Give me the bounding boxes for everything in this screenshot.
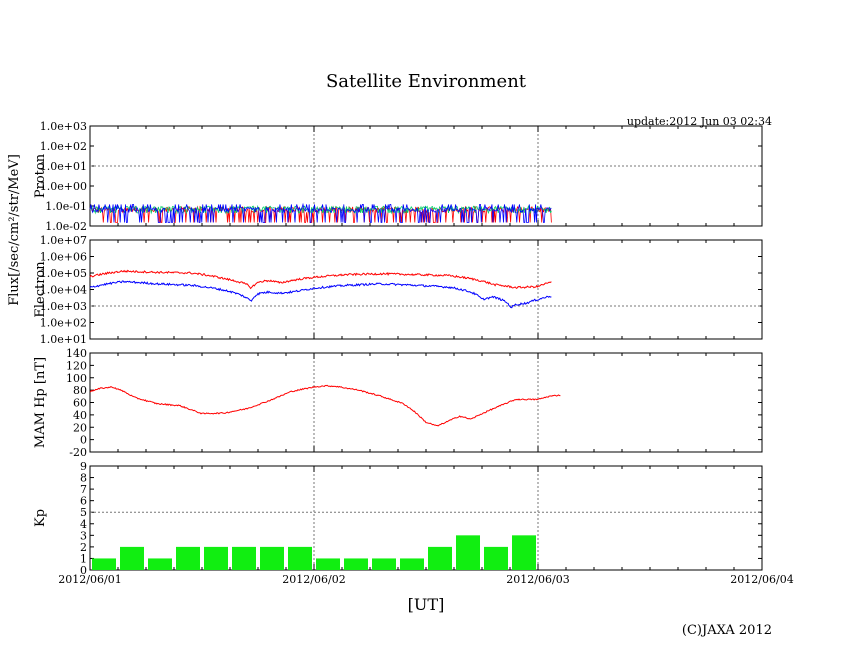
y-tick-label: 100	[66, 372, 87, 385]
mam-hp-series-0	[89, 384, 561, 427]
y-tick-label: 6	[80, 495, 87, 508]
x-tick-label: 2012/06/03	[506, 573, 569, 586]
y-tick-label: 2	[80, 541, 87, 554]
electron-series-1	[89, 280, 552, 309]
panel-frame-electron	[89, 239, 763, 340]
panel-proton: 1.0e-02 1.0e-01 1.0e+00 1.0e+01 1.0e+02 1.0e+…	[33, 120, 763, 233]
y-axis-label-kp: Kp	[33, 509, 48, 527]
y-tick-label: 1.0e+03	[40, 300, 87, 313]
chart-title: Satellite Environment	[326, 71, 527, 92]
kp-bar	[288, 546, 312, 570]
kp-bar	[512, 535, 536, 570]
shared-flux-label: Flux[/sec/cm²/str/MeV]	[7, 154, 22, 306]
y-tick-label: 1.0e+01	[40, 160, 87, 173]
kp-bar	[428, 546, 452, 570]
y-tick-label: 1.0e-02	[45, 220, 87, 233]
kp-bar	[176, 546, 200, 570]
kp-bar	[260, 546, 284, 570]
y-tick-label: 8	[80, 472, 87, 485]
y-tick-label: 9	[80, 460, 87, 473]
kp-bar	[372, 558, 396, 570]
x-axis-label: [UT]	[408, 595, 445, 614]
y-tick-label: 0	[80, 434, 87, 447]
y-tick-label: 1	[80, 552, 87, 565]
y-tick-label: 4	[80, 518, 87, 531]
y-tick-label: 7	[80, 483, 87, 496]
y-axis-label-proton: Proton	[33, 153, 48, 198]
y-tick-label: 60	[73, 397, 87, 410]
kp-bar	[484, 546, 508, 570]
x-tick-label: 2012/06/01	[58, 573, 121, 586]
y-axis-label-mam-hp: MAM Hp [nT]	[33, 357, 48, 448]
panel-electron: 1.0e+01 1.0e+02 1.0e+03 1.0e+04 1.0e+05 1.0e+…	[33, 234, 763, 346]
kp-bar	[120, 546, 144, 570]
copyright: (C)JAXA 2012	[682, 623, 772, 638]
y-tick-label: 1.0e+04	[40, 284, 87, 297]
kp-bar	[92, 558, 116, 570]
y-tick-label: 0	[80, 564, 87, 577]
panel-frame-mam-hp	[89, 352, 763, 453]
y-tick-label: 120	[66, 359, 87, 372]
kp-bar	[344, 558, 368, 570]
update-timestamp: update:2012 Jun 03 02:34	[627, 115, 772, 128]
electron-series-0	[89, 269, 552, 290]
y-tick-label: 1.0e+05	[40, 267, 87, 280]
y-tick-label: 140	[66, 347, 87, 360]
y-tick-label: 1.0e+07	[40, 234, 87, 247]
kp-bar	[204, 546, 228, 570]
y-tick-label: -20	[69, 446, 87, 459]
panels-group: 1.0e-021.0e-011.0e+001.0e+011.0e+021.0e+…	[7, 120, 794, 586]
y-tick-label: 1.0e+01	[40, 333, 87, 346]
x-tick-label: 2012/06/04	[730, 573, 793, 586]
y-tick-label: 40	[73, 409, 87, 422]
x-tick-label: 2012/06/02	[282, 573, 345, 586]
y-tick-label: 1.0e+00	[40, 180, 87, 193]
y-tick-label: 20	[73, 421, 87, 434]
y-tick-label: 1.0e+02	[40, 140, 87, 153]
kp-bar	[400, 558, 424, 570]
y-tick-label: 80	[73, 384, 87, 397]
kp-bar	[148, 558, 172, 570]
kp-bar	[316, 558, 340, 570]
y-tick-label: 1.0e+06	[40, 251, 87, 264]
y-tick-label: 1.0e+03	[40, 120, 87, 133]
y-tick-label: 5	[80, 506, 87, 519]
proton-series-2	[89, 202, 552, 223]
proton-series-1	[89, 204, 552, 215]
y-tick-label: 3	[80, 529, 87, 542]
y-tick-label: 1.0e+02	[40, 317, 87, 330]
y-axis-label-electron: Electron	[33, 261, 48, 318]
y-tick-label: 1.0e-01	[45, 200, 87, 213]
kp-bar	[456, 535, 480, 570]
kp-bar	[232, 546, 256, 570]
